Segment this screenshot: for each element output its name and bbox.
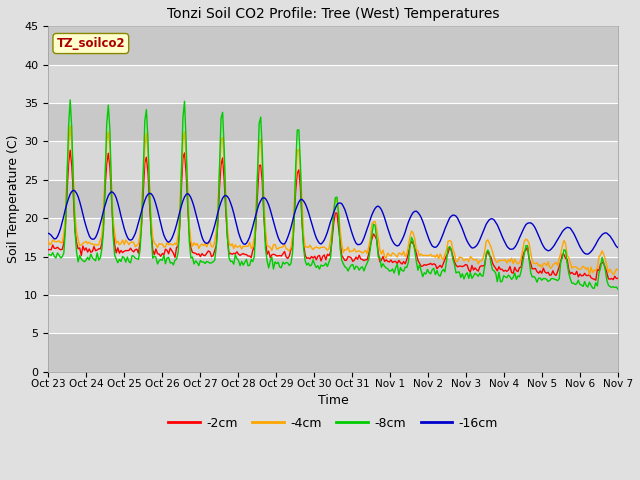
Bar: [48, 180, 618, 218]
Legend: -2cm, -4cm, -8cm, -16cm: -2cm, -4cm, -8cm, -16cm: [163, 412, 502, 434]
Bar: [48, 65, 618, 103]
Title: Tonzi Soil CO2 Profile: Tree (West) Temperatures: Tonzi Soil CO2 Profile: Tree (West) Temp…: [167, 7, 499, 21]
Bar: [48, 218, 618, 257]
Text: TZ_soilco2: TZ_soilco2: [56, 37, 125, 50]
X-axis label: Time: Time: [317, 394, 348, 407]
Bar: [48, 295, 618, 334]
Bar: [48, 142, 618, 180]
Bar: [48, 103, 618, 142]
Y-axis label: Soil Temperature (C): Soil Temperature (C): [7, 135, 20, 264]
Bar: [48, 334, 618, 372]
Bar: [48, 26, 618, 65]
Bar: [48, 257, 618, 295]
